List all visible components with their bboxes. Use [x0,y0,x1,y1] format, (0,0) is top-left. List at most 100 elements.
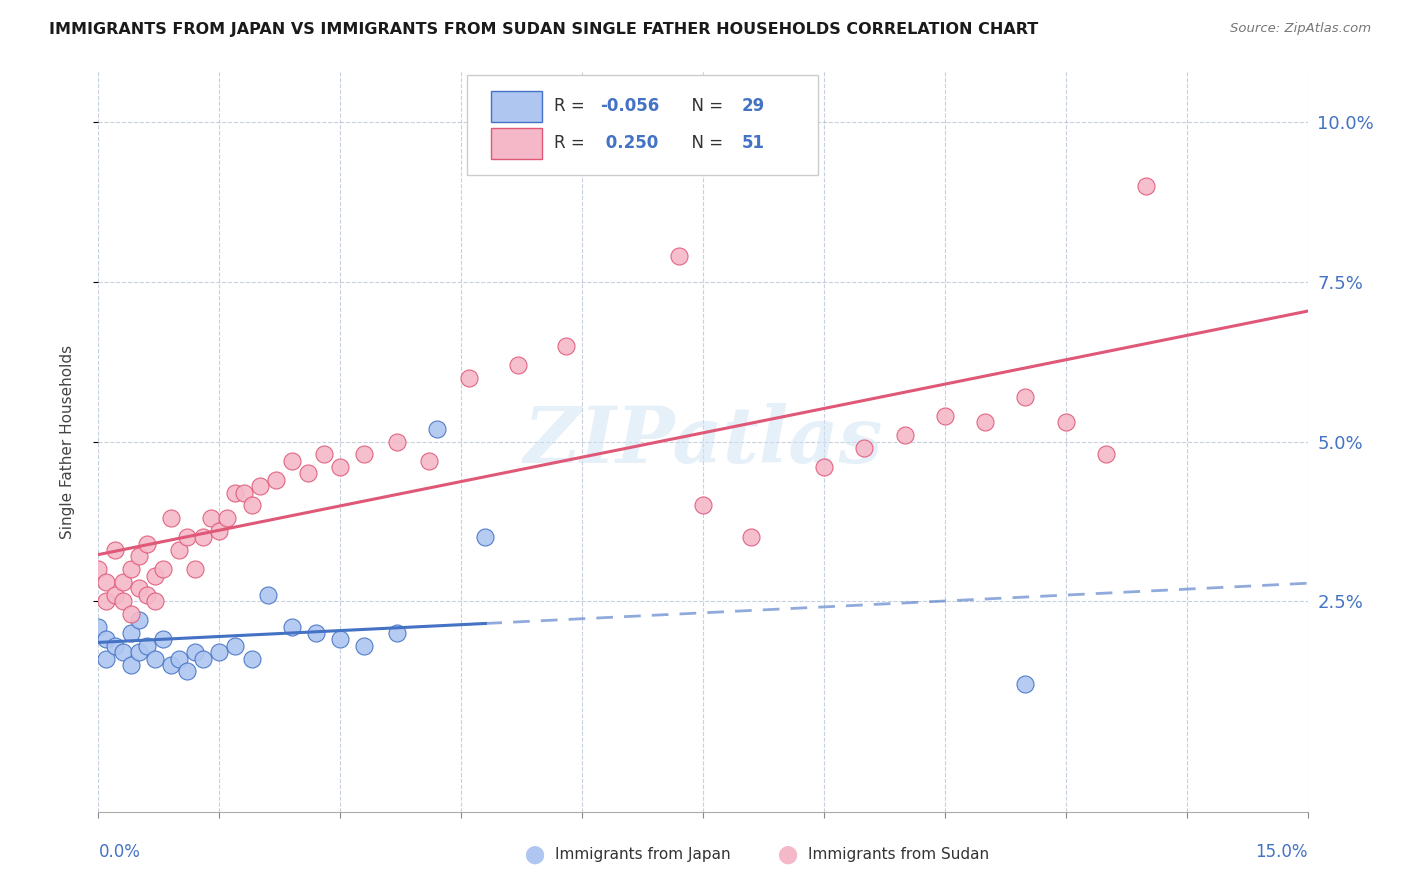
Point [111,574,134,589]
Point [120,562,142,576]
Text: 15.0%: 15.0% [1256,843,1308,861]
Text: ⬤: ⬤ [778,846,797,863]
Point [668,249,690,264]
Point [167,651,190,665]
Text: Immigrants from Sudan: Immigrants from Sudan [808,847,990,862]
Point [506,358,529,372]
Point [128,549,150,564]
Point [152,632,174,647]
Point [208,645,231,659]
Point [143,651,166,665]
Y-axis label: Single Father Households: Single Father Households [60,344,75,539]
Point [184,562,207,576]
Text: Source: ZipAtlas.com: Source: ZipAtlas.com [1230,22,1371,36]
Point [474,530,496,544]
Point [853,441,876,455]
Point [160,657,183,672]
Text: -0.056: -0.056 [600,97,659,115]
Point [128,582,150,596]
FancyBboxPatch shape [492,128,543,159]
Point [120,626,142,640]
Text: ⬤: ⬤ [524,846,544,863]
Text: ZIPatlas: ZIPatlas [523,403,883,480]
Point [111,645,134,659]
Text: R =: R = [554,134,591,153]
Point [208,524,231,538]
Point [128,613,150,627]
Text: IMMIGRANTS FROM JAPAN VS IMMIGRANTS FROM SUDAN SINGLE FATHER HOUSEHOLDS CORRELAT: IMMIGRANTS FROM JAPAN VS IMMIGRANTS FROM… [49,22,1039,37]
Point [224,639,246,653]
Point [120,607,142,621]
Point [329,460,352,475]
Point [87,619,110,633]
Point [200,511,222,525]
Text: 0.0%: 0.0% [98,843,141,861]
Point [1135,179,1157,194]
Point [167,543,190,558]
Point [281,453,304,467]
Point [1014,390,1036,404]
Point [692,499,714,513]
Point [740,530,762,544]
FancyBboxPatch shape [492,91,543,121]
Point [329,632,352,647]
Point [813,460,835,475]
Point [96,632,118,647]
Point [297,467,319,481]
Point [96,574,118,589]
Point [240,499,263,513]
Point [1054,416,1077,430]
Point [555,339,578,353]
Point [1014,677,1036,691]
Text: 29: 29 [742,97,765,115]
Point [256,588,278,602]
Point [87,562,110,576]
Point [385,626,408,640]
Text: N =: N = [682,134,728,153]
Point [128,645,150,659]
Point [281,619,304,633]
FancyBboxPatch shape [467,75,818,175]
Point [193,530,215,544]
Point [426,422,449,436]
Point [418,453,440,467]
Point [314,447,336,461]
Point [240,651,263,665]
Point [458,370,481,384]
Text: 51: 51 [742,134,765,153]
Point [232,485,254,500]
Point [143,594,166,608]
Point [111,594,134,608]
Text: N =: N = [682,97,728,115]
Text: Immigrants from Japan: Immigrants from Japan [555,847,731,862]
Point [135,536,157,550]
Point [305,626,328,640]
Point [385,434,408,449]
Point [143,568,166,582]
Point [974,416,997,430]
Point [103,639,125,653]
Point [353,447,375,461]
Point [264,473,287,487]
Text: 0.250: 0.250 [600,134,658,153]
Point [120,657,142,672]
Point [103,588,125,602]
Point [224,485,246,500]
Text: R =: R = [554,97,591,115]
Point [176,530,198,544]
Point [160,511,183,525]
Point [176,665,198,679]
Point [96,651,118,665]
Point [103,543,125,558]
Point [249,479,271,493]
Point [353,639,375,653]
Point [135,588,157,602]
Point [152,562,174,576]
Point [1095,447,1118,461]
Point [217,511,239,525]
Point [96,594,118,608]
Point [184,645,207,659]
Point [893,428,915,442]
Point [934,409,956,423]
Point [193,651,215,665]
